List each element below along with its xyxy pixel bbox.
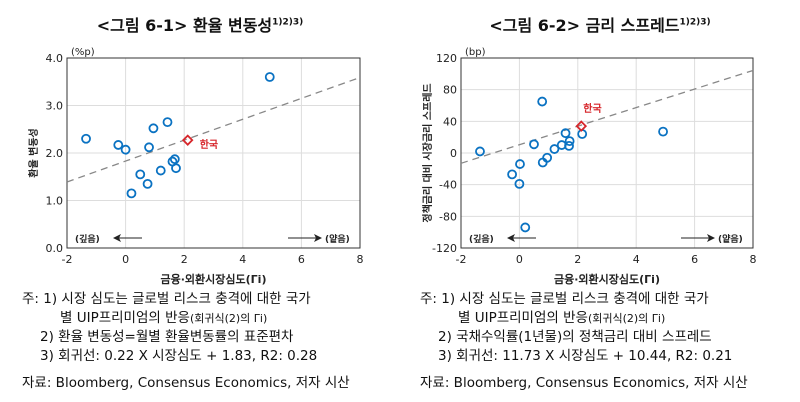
- highlight-label: 한국: [583, 103, 601, 115]
- y-tick-label: 40: [443, 115, 457, 128]
- highlight-label: 한국: [200, 139, 218, 151]
- data-point: [520, 222, 531, 233]
- scatter-chart-fx-volatility: -2 0 2 4 6 8 0.0 1.0 2.0 3.0 4.0 (%p) 금융·외환시장심도(Γi) 환…: [27, 47, 364, 285]
- data-point: [529, 139, 539, 150]
- arrow-left-head: [113, 234, 121, 242]
- data-point: [169, 154, 180, 165]
- data-point: [113, 140, 124, 150]
- y-tick-label: 1.0: [46, 195, 64, 208]
- x-tick-label: -2: [62, 253, 73, 266]
- plot-frame: [66, 57, 361, 249]
- x-tick-label: 4: [633, 253, 640, 266]
- x-axis-label: 금융·외환시장심도(Γi): [161, 272, 267, 285]
- y-tick-label: 0.0: [46, 242, 64, 255]
- data-point: [507, 169, 517, 180]
- panel-right: <그림 6-2> 금리 스프레드1)2)3) -2 0 2 4 6 8 -120 -80 -40…: [400, 0, 800, 402]
- arrow-right-head: [314, 234, 322, 242]
- arrow-left-head: [507, 234, 515, 242]
- data-point: [537, 96, 548, 107]
- x-tick-label: -2: [456, 253, 467, 266]
- y-tick-label: 80: [443, 84, 457, 97]
- highlight-point-korea: [181, 134, 194, 146]
- data-point: [515, 159, 525, 169]
- y-axis-label: 정책금리 대비 시장금리 스프레드: [421, 83, 434, 222]
- annotation-deep: (깊음): [469, 233, 494, 245]
- annotation-shallow: (얕음): [325, 233, 350, 245]
- data-point: [514, 178, 525, 189]
- data-point: [155, 165, 166, 176]
- y-tick-label: -80: [439, 210, 457, 223]
- y-tick-label: -40: [439, 179, 457, 192]
- unit-label: (bp): [465, 47, 486, 58]
- x-axis-label: 금융·외환시장심도(Γi): [554, 272, 660, 285]
- data-point: [120, 144, 131, 155]
- data-point: [549, 144, 560, 154]
- data-point: [171, 163, 181, 174]
- source: 자료: Bloomberg, Consensus Economics, 저자 시…: [22, 375, 350, 391]
- unit-label: (%p): [71, 47, 95, 58]
- x-tick-label: 6: [691, 253, 698, 266]
- x-tick-label: 0: [516, 253, 523, 266]
- data-point: [135, 169, 146, 180]
- data-point: [542, 152, 553, 163]
- highlight-point-korea: [575, 120, 588, 132]
- data-point: [162, 117, 173, 128]
- data-point: [148, 123, 159, 134]
- annotation-deep: (깊음): [75, 233, 100, 245]
- x-tick-label: 0: [122, 253, 129, 266]
- x-tick-label: 2: [181, 253, 188, 266]
- data-point: [564, 136, 575, 147]
- notes: 주: 1) 시장 심도는 글로벌 리스크 충격에 대한 국가 별 UIP프리미엄…: [420, 291, 748, 391]
- regression-line: [460, 69, 754, 164]
- arrow-right-head: [707, 234, 715, 242]
- y-tick-label: 2.0: [46, 147, 64, 160]
- y-tick-label: 4.0: [46, 52, 64, 65]
- data-point: [126, 188, 137, 199]
- y-tick-label: 0: [450, 147, 457, 160]
- data-point: [142, 178, 153, 189]
- panel-left: <그림 6-1> 환율 변동성1)2)3) -2 0 2 4 6 8 0.0 1.0 2.0 3.…: [22, 16, 364, 391]
- chart-title: <그림 6-2> 금리 스프레드1)2)3): [489, 16, 711, 35]
- x-tick-label: 6: [298, 253, 305, 266]
- data-point: [658, 126, 668, 137]
- x-tick-label: 8: [750, 253, 757, 266]
- data-point: [560, 128, 571, 139]
- data-point: [81, 133, 91, 144]
- scatter-chart-rate-spread: -2 0 2 4 6 8 -120 -80 -40 0 40 80 120 (bp) 금융·외환시장심도(Γ…: [421, 47, 757, 285]
- x-tick-label: 2: [574, 253, 581, 266]
- annotation-shallow: (얕음): [718, 233, 743, 245]
- plot-frame: [460, 57, 754, 249]
- x-tick-label: 4: [239, 253, 246, 266]
- y-axis-label: 환율 변동성: [27, 128, 40, 177]
- x-tick-label: 8: [357, 253, 364, 266]
- notes: 주: 1) 시장 심도는 글로벌 리스크 충격에 대한 국가 별 UIP프리미엄…: [22, 291, 350, 391]
- chart-title: <그림 6-1> 환율 변동성1)2)3): [96, 16, 304, 35]
- data-point: [144, 142, 154, 153]
- data-point: [564, 140, 574, 151]
- regression-line: [66, 76, 361, 183]
- data-point: [577, 129, 588, 139]
- source: 자료: Bloomberg, Consensus Economics, 저자 시…: [420, 375, 748, 391]
- data-point: [475, 146, 485, 157]
- y-tick-label: 3.0: [46, 100, 64, 113]
- y-tick-label: -120: [432, 242, 457, 255]
- y-tick-label: 120: [436, 52, 457, 65]
- data-point: [264, 72, 275, 82]
